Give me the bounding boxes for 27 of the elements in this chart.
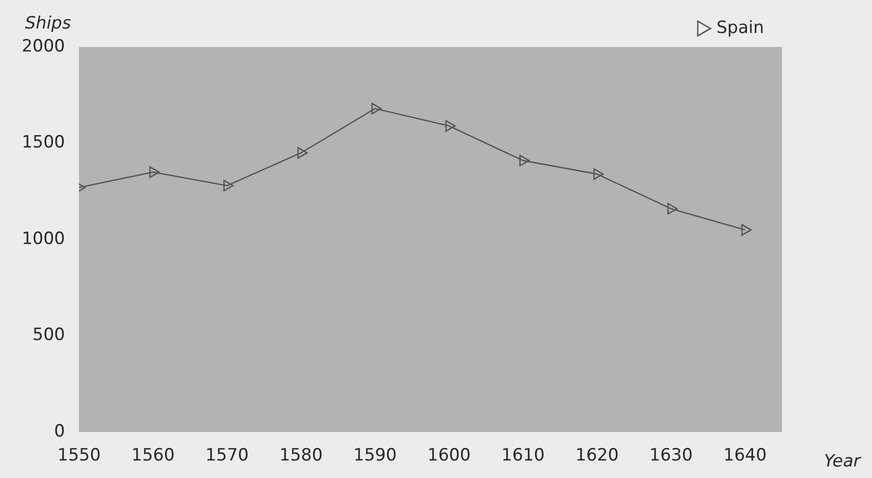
x-tick-label: 1620 — [575, 446, 619, 466]
x-tick-label: 1570 — [205, 446, 249, 466]
x-tick-label: 1640 — [723, 446, 767, 466]
x-tick-label: 1630 — [649, 446, 693, 466]
x-axis-title: Year — [824, 451, 862, 472]
x-tick-label: 1610 — [501, 446, 545, 466]
legend-label: Spain — [716, 18, 764, 38]
point — [223, 180, 234, 192]
x-tick-label: 1580 — [279, 446, 323, 466]
x-tick-label: 1560 — [131, 446, 175, 466]
y-tick-label: 2000 — [22, 36, 65, 56]
point — [371, 102, 382, 114]
y-tick-label: 1500 — [22, 132, 65, 153]
x-tick-label: 1550 — [57, 446, 101, 466]
point — [519, 154, 530, 166]
y-tick-label: 1000 — [22, 228, 65, 249]
x-tick-label: 1600 — [427, 446, 471, 466]
y-tick-label: 0 — [54, 421, 65, 442]
point — [297, 147, 308, 159]
y-axis-title: Ships — [25, 13, 72, 34]
x-tick-label: 1590 — [353, 446, 397, 466]
point — [593, 168, 604, 180]
point — [445, 120, 456, 132]
point — [149, 166, 160, 178]
point — [667, 202, 678, 215]
y-tick-label: 500 — [32, 325, 65, 346]
point — [741, 224, 752, 236]
